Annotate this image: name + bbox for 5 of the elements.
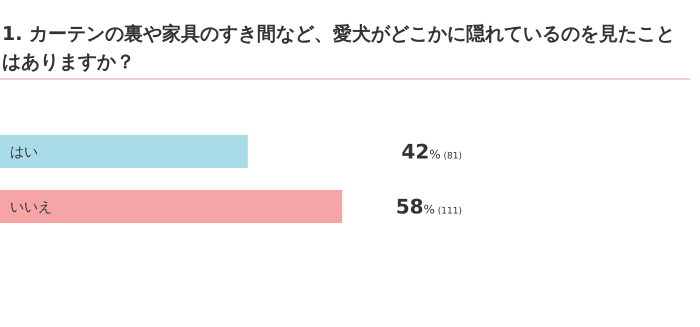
- y-tick-label: いいえ: [10, 200, 52, 216]
- y-tick-label: はい: [10, 144, 38, 160]
- data-label: 58% (111): [396, 194, 462, 218]
- data-label: 42% (81): [401, 140, 462, 164]
- chart-title: 1. カーテンの裏や家具のすき間など、愛犬がどこかに隠れているのを見たことはありますか？: [2, 23, 676, 73]
